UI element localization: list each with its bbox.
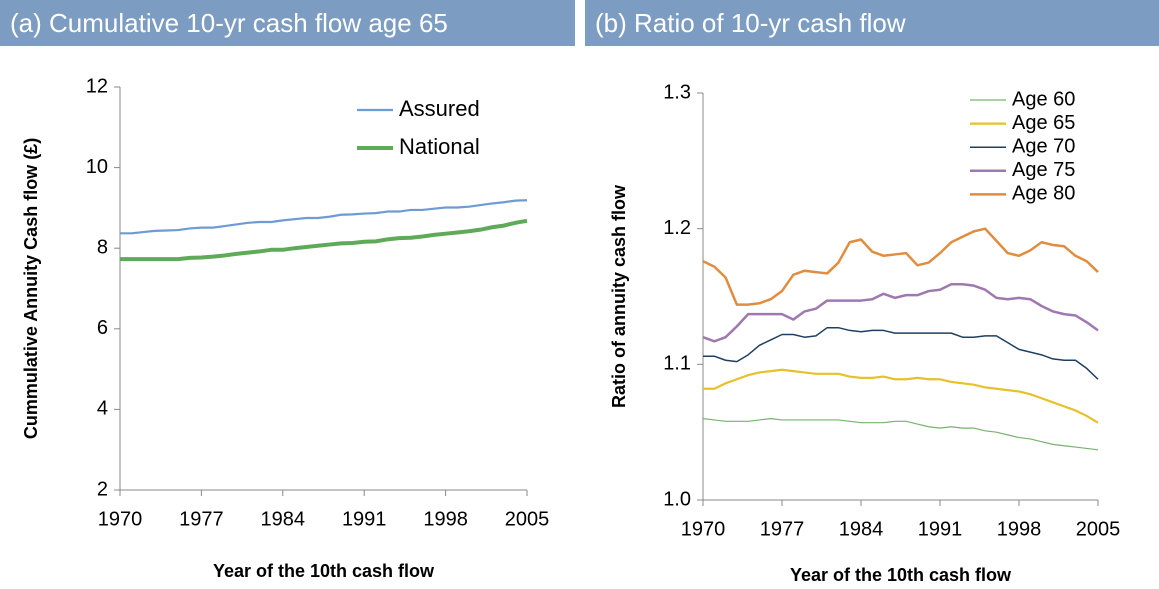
x-tick-label: 1984	[839, 518, 884, 540]
y-axis-title: Cummulative Annuity Cash flow (£)	[21, 138, 41, 439]
y-tick-label: 4	[97, 398, 108, 420]
panel-header	[0, 0, 575, 46]
series-line	[703, 368, 1099, 424]
y-tick-label: 2	[97, 478, 108, 500]
series-line	[702, 283, 1099, 343]
series-line	[120, 199, 528, 235]
legend-label: Age 60	[1012, 88, 1075, 110]
legend-label: Assured	[399, 96, 480, 121]
series-line	[702, 418, 1099, 451]
x-tick-label: 2005	[505, 508, 550, 530]
x-tick-label: 1977	[179, 508, 224, 530]
x-axis-title: Year of the 10th cash flow	[213, 561, 435, 581]
x-tick-label: 1970	[98, 508, 143, 530]
y-tick-label: 1.3	[663, 81, 691, 103]
y-tick-label: 12	[86, 75, 108, 97]
x-tick-label: 2005	[1076, 518, 1121, 540]
x-axis-title: Year of the 10th cash flow	[790, 565, 1012, 585]
y-axis-title: Ratio of annuity cash flow	[609, 184, 629, 408]
y-tick-label: 6	[97, 317, 108, 339]
series-line	[703, 326, 1099, 380]
y-tick-label: 10	[86, 156, 108, 178]
y-tick-label: 8	[97, 236, 108, 258]
legend-label: Age 75	[1012, 159, 1075, 181]
panel-title: (b) Ratio of 10-yr cash flow	[595, 8, 906, 38]
x-tick-label: 1991	[918, 518, 963, 540]
x-tick-label: 1984	[261, 508, 306, 530]
y-tick-label: 1.1	[663, 353, 691, 375]
x-tick-label: 1991	[342, 508, 387, 530]
legend-label: Age 70	[1012, 135, 1075, 157]
x-tick-label: 1998	[997, 518, 1042, 540]
panel-header	[585, 0, 1159, 46]
x-tick-label: 1970	[681, 518, 726, 540]
x-tick-label: 1998	[423, 508, 468, 530]
legend-label: National	[399, 134, 480, 159]
series-line	[702, 227, 1099, 306]
y-tick-label: 1.2	[663, 217, 691, 239]
y-tick-label: 1.0	[663, 488, 691, 510]
panel-title: (a) Cumulative 10-yr cash flow age 65	[10, 8, 448, 38]
legend-label: Age 65	[1012, 112, 1075, 134]
series-line	[120, 218, 528, 262]
legend-label: Age 80	[1012, 183, 1075, 205]
x-tick-label: 1977	[760, 518, 805, 540]
